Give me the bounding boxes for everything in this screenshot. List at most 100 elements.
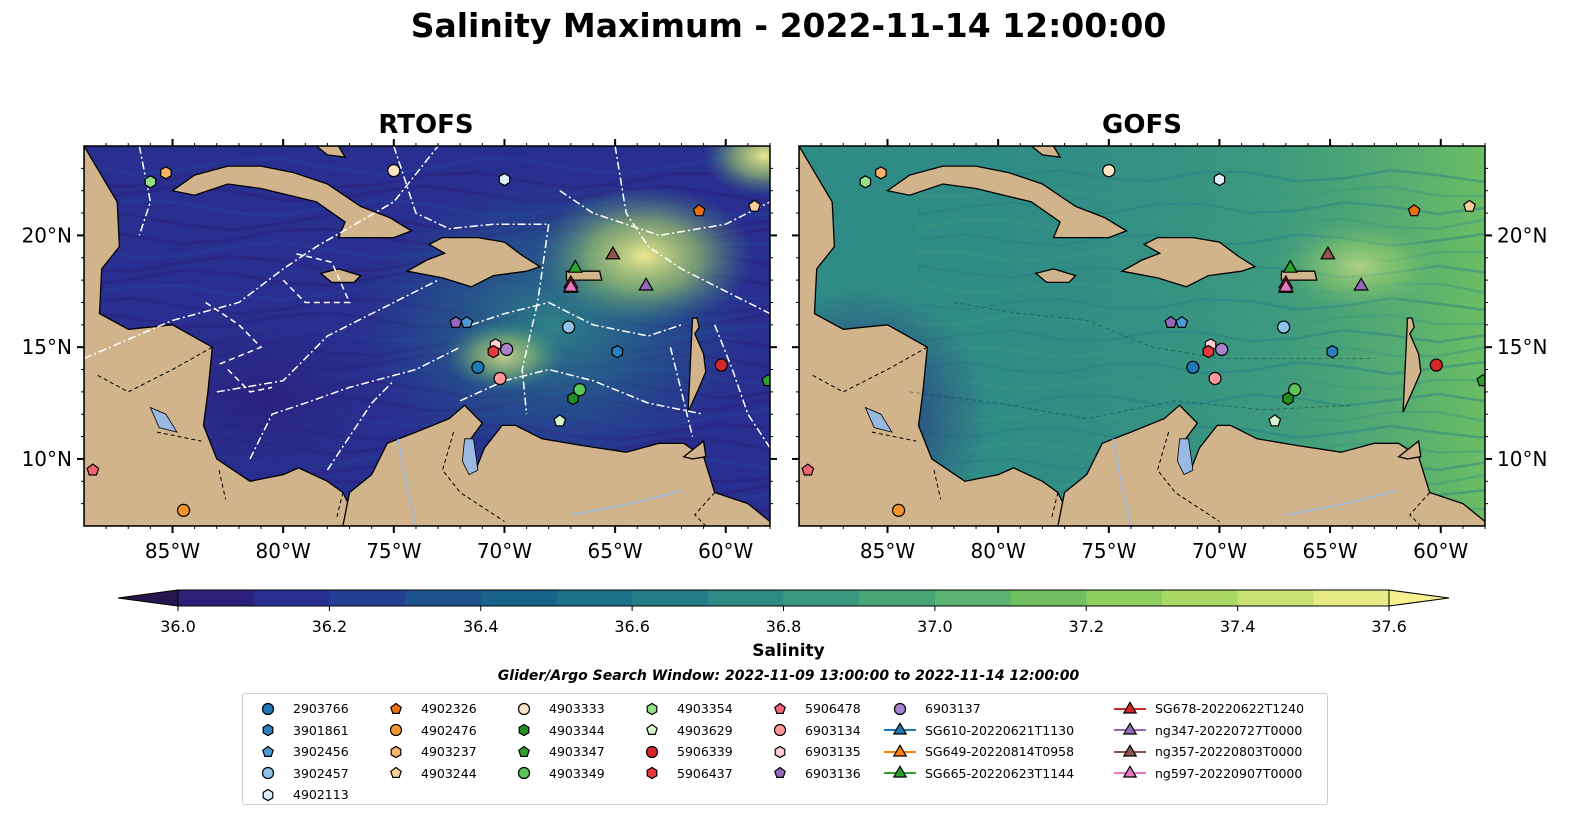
eez-boundary xyxy=(559,190,770,237)
float-marker-SG665 xyxy=(1282,259,1299,273)
colorbar-bin xyxy=(253,590,330,606)
legend-entry: 4903344 xyxy=(507,720,605,742)
float-marker-2903766 xyxy=(1186,360,1200,374)
legend-entry: 5906437 xyxy=(635,763,733,785)
float-marker-4902476 xyxy=(176,503,191,517)
legend-label: SG610-20220621T1130 xyxy=(925,722,1075,738)
colorbar-bin xyxy=(1086,590,1163,606)
float-marker-4903333 xyxy=(1102,163,1116,178)
lon-tick-label: 75°W xyxy=(366,539,421,563)
legend-marker-icon xyxy=(893,702,907,715)
float-marker-5906437 xyxy=(1202,344,1215,359)
lat-tick-label: 20°N xyxy=(22,223,72,247)
legend-entry: SG678-20220622T1240 xyxy=(1113,698,1304,720)
panel-frame xyxy=(798,145,1486,527)
legend-marker-icon xyxy=(646,724,658,736)
colorbar-bin xyxy=(1010,590,1087,606)
colorbar-bin xyxy=(859,590,936,606)
float-marker-4903344 xyxy=(567,391,579,406)
legend-label: 6903135 xyxy=(805,744,861,760)
eez-boundary xyxy=(138,146,152,236)
panel-title-rtofs: RTOFS xyxy=(378,110,474,140)
lake xyxy=(864,406,893,433)
float-marker-3902457 xyxy=(1277,320,1291,334)
legend-label: 3901861 xyxy=(293,722,349,738)
legend-column: 4902326 4902476 4903237 4903244 xyxy=(379,698,477,784)
float-marker-5906339 xyxy=(1429,358,1443,372)
colorbar: 36.0 36.2 36.4 36.6 36.8 37.0 37.2 37.4 37.6 xyxy=(117,589,1450,636)
legend-marker-icon xyxy=(1114,743,1146,757)
float-marker-ng357 xyxy=(1320,245,1336,260)
float-marker-ng597 xyxy=(1278,278,1294,292)
land-trinidad xyxy=(1397,439,1422,460)
colorbar-bin xyxy=(707,590,784,606)
lon-tick-label: 60°W xyxy=(698,539,753,563)
map-panel-gofs: 85°W 80°W 75°W 70°W 65°W 60°W 20°N 15°N 10°N xyxy=(792,139,1547,563)
float-marker-ng597 xyxy=(563,278,579,292)
eez-boundary xyxy=(521,224,550,415)
legend-label: 4902113 xyxy=(293,787,349,803)
legend-marker-icon xyxy=(884,743,916,757)
colorbar-tick-label: 36.0 xyxy=(160,617,196,636)
isobath-contour xyxy=(909,391,1353,420)
legend-marker-icon xyxy=(518,745,530,757)
legend-label: 6903137 xyxy=(925,701,981,717)
eez-boundary xyxy=(614,146,770,315)
legend-entry: 4903629 xyxy=(635,720,733,742)
colorbar-tick-label: 37.2 xyxy=(1068,617,1104,636)
legend-label: SG665-20220623T1144 xyxy=(925,765,1075,781)
colorbar-tick-label: 37.6 xyxy=(1371,617,1407,636)
land-cuba xyxy=(170,165,413,239)
colorbar-extend-min xyxy=(117,589,179,607)
search-window-label: Glider/Argo Search Window: 2022-11-09 13… xyxy=(497,668,1080,684)
colorbar-tick-label: 37.4 xyxy=(1220,617,1256,636)
lake xyxy=(461,438,479,476)
legend-marker-icon xyxy=(774,767,786,779)
colorbar-extend-max xyxy=(1388,589,1450,607)
legend-marker-icon xyxy=(1114,722,1146,735)
eez-boundary xyxy=(714,324,770,449)
lake xyxy=(149,406,178,433)
legend-entry: 4903347 xyxy=(507,741,605,763)
legend-entry: SG665-20220623T1144 xyxy=(883,763,1074,785)
float-marker-4903333 xyxy=(387,163,401,178)
legend-marker-icon xyxy=(884,722,916,735)
colorbar-bin xyxy=(405,590,482,606)
eez-boundary xyxy=(282,252,351,304)
legend-marker-icon xyxy=(774,745,786,758)
legend-marker-icon xyxy=(262,745,274,757)
legend-marker-icon xyxy=(517,702,531,715)
legend-entry: ng347-20220727T0000 xyxy=(1113,720,1304,742)
legend-label: 4903347 xyxy=(549,744,605,760)
legend-label: ng357-20220803T0000 xyxy=(1155,744,1303,760)
float-marker-3901861 xyxy=(1326,344,1339,359)
lon-tick-label: 65°W xyxy=(1302,539,1357,563)
colorbar-bin xyxy=(1237,590,1314,606)
land-hispaniola xyxy=(1120,236,1257,288)
land-jamaica xyxy=(1034,268,1077,284)
legend-entry: 2903766 xyxy=(251,698,349,720)
lat-tick-label: 20°N xyxy=(1497,223,1547,247)
lat-tick-label: 15°N xyxy=(1497,335,1547,359)
colorbar-bin xyxy=(480,590,557,606)
float-marker-5906478 xyxy=(801,463,815,476)
float-marker-5906478 xyxy=(86,463,100,476)
float-marker-SG665 xyxy=(567,259,584,273)
float-marker-4903237 xyxy=(875,166,887,180)
legend-label: 4903244 xyxy=(421,765,477,781)
land-bahamas xyxy=(315,146,347,159)
legend-marker-icon xyxy=(646,767,658,780)
land-lesser xyxy=(1402,317,1422,413)
isobath-contour xyxy=(953,302,1375,359)
colorbar-bin xyxy=(632,590,709,606)
legend-marker-icon xyxy=(517,767,531,780)
legend-label: 4903629 xyxy=(677,722,733,738)
colorbar-bin xyxy=(783,590,860,606)
eez-boundary xyxy=(471,301,682,337)
legend-label: 6903134 xyxy=(805,722,861,738)
legend-column: 4903354 4903629 5906339 5906437 xyxy=(635,698,733,784)
eez-boundary xyxy=(216,279,439,393)
legend-entry: 5906478 xyxy=(763,698,861,720)
float-marker-3901861 xyxy=(611,344,624,359)
